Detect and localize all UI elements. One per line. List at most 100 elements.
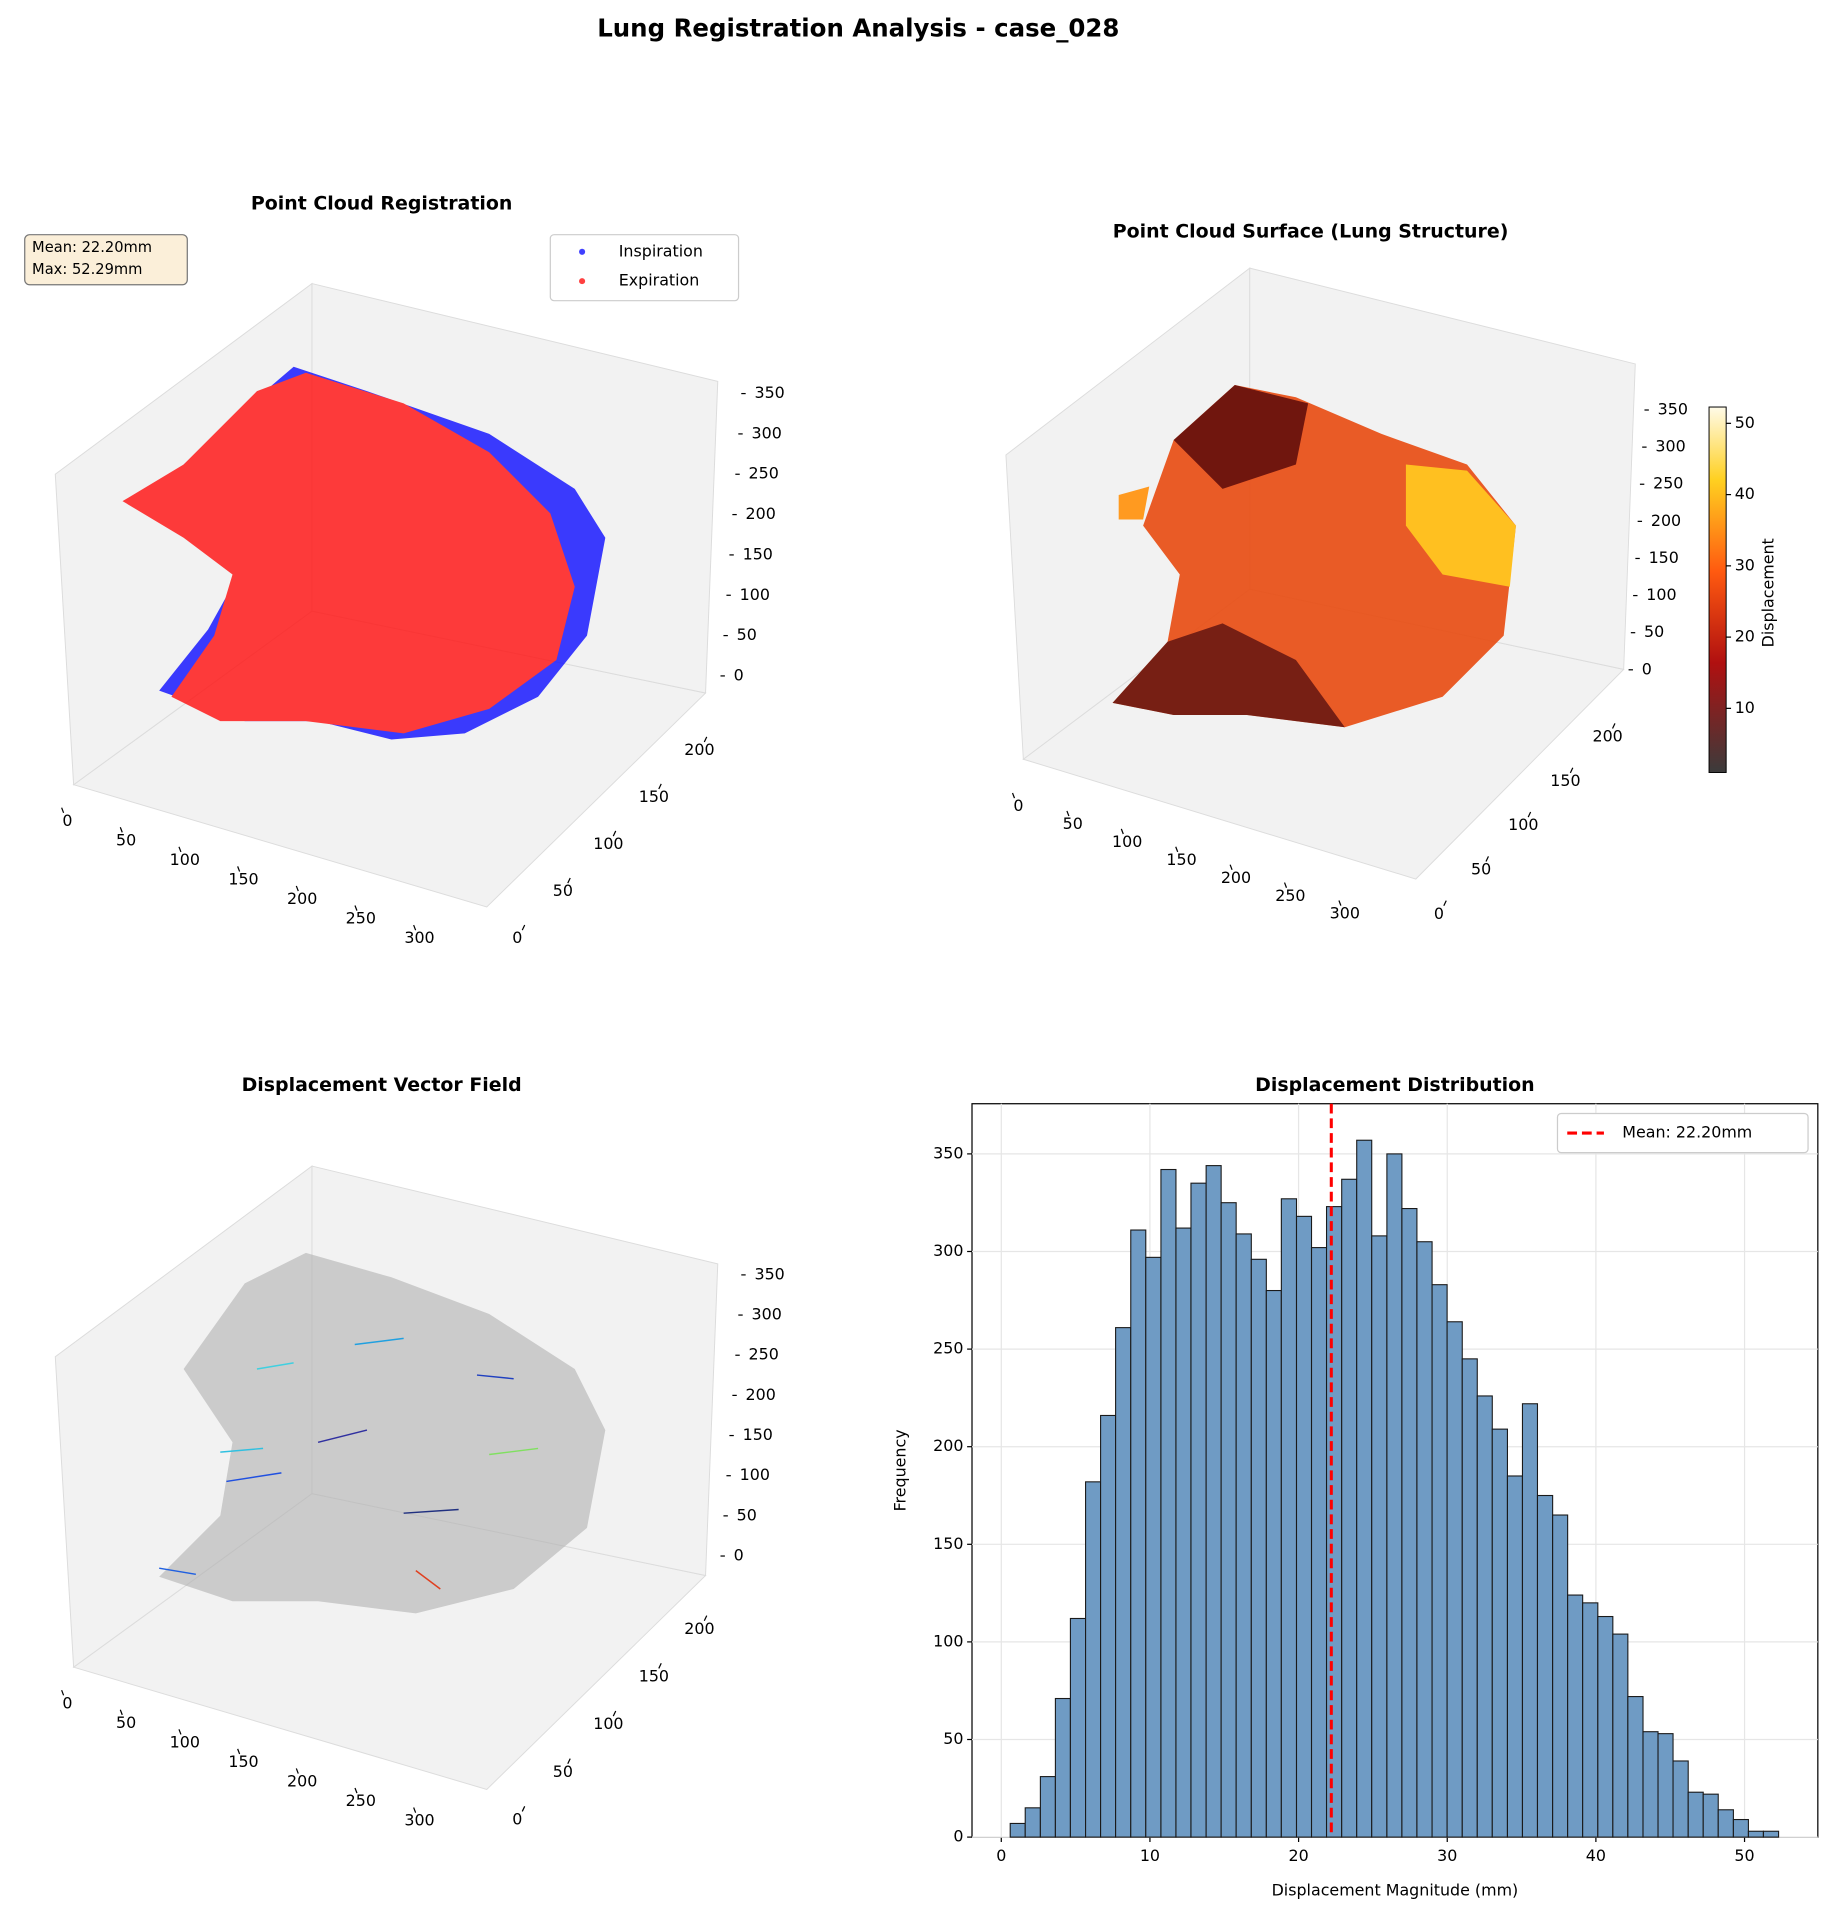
- bar: [1521, 1403, 1539, 1838]
- bar: [1597, 1615, 1614, 1838]
- bar: [1356, 1139, 1373, 1838]
- x-tick: [178, 1729, 182, 1735]
- y-tick-label: 50: [553, 881, 573, 900]
- y-tick: [703, 736, 708, 743]
- y-tick-label: 0: [512, 928, 522, 947]
- y-tick: [1485, 856, 1489, 862]
- bar: [1672, 1760, 1689, 1838]
- bar: [1717, 1809, 1734, 1838]
- y-tick: [1527, 811, 1532, 818]
- z-tick-label: 150: [743, 544, 773, 563]
- bar: [1552, 1514, 1569, 1838]
- bar: [1265, 1289, 1282, 1838]
- legend: [1556, 1112, 1809, 1154]
- colorbar-tick-label: 40: [1735, 484, 1755, 503]
- point-cloud: [159, 1252, 606, 1614]
- x-tick-label: 200: [287, 1772, 317, 1791]
- y-tick: [612, 830, 617, 837]
- y-tick-label: 150: [1550, 771, 1580, 790]
- y-tick-label: 150: [933, 1534, 963, 1553]
- figure-title: Lung Registration Analysis - case_028: [597, 13, 1119, 42]
- bar: [1612, 1633, 1629, 1838]
- bar: [1190, 1182, 1207, 1838]
- bar: [1582, 1602, 1599, 1838]
- colorbar: [1708, 406, 1727, 773]
- x-tick-label: 200: [1221, 868, 1251, 887]
- x-tick-label: 50: [116, 830, 136, 849]
- x-tick: [237, 1748, 241, 1755]
- colorbar-tick-label: 50: [1735, 413, 1755, 432]
- x-tick-label: 150: [228, 1752, 258, 1771]
- bar: [1024, 1807, 1041, 1838]
- bar: [1115, 1327, 1132, 1838]
- bar: [1732, 1818, 1749, 1838]
- x-tick-label: 30: [1437, 1846, 1457, 1865]
- bar: [1371, 1235, 1388, 1838]
- bar: [1536, 1494, 1554, 1838]
- z-tick-label: 50: [737, 1505, 757, 1524]
- z-tick-label: 150: [1649, 548, 1679, 567]
- x-tick-label: 250: [346, 909, 376, 928]
- z-tick-label: 200: [746, 1385, 776, 1404]
- y-tick-label: 100: [1508, 815, 1538, 834]
- z-tick-label: 0: [1642, 659, 1652, 678]
- x-tick-label: 100: [1112, 832, 1142, 851]
- bar: [1567, 1594, 1584, 1838]
- x-tick-label: 0: [996, 1846, 1006, 1865]
- x-tick: [178, 846, 182, 853]
- y-tick: [703, 1615, 708, 1622]
- x-tick-label: 0: [62, 1693, 72, 1712]
- bar: [1702, 1793, 1719, 1838]
- y-tick: [1443, 900, 1447, 907]
- y-tick-label: 0: [1434, 904, 1444, 923]
- bar: [1747, 1830, 1764, 1838]
- x-tick: [1338, 900, 1342, 906]
- y-tick: [521, 924, 526, 931]
- bar: [1205, 1165, 1222, 1838]
- x-tick-label: 50: [116, 1713, 136, 1732]
- x-tick: [354, 905, 358, 911]
- y-tick: [658, 783, 662, 790]
- bar: [1325, 1206, 1343, 1838]
- annotation: Mean: 22.20mm: [32, 239, 152, 256]
- bar: [1009, 1822, 1026, 1838]
- x-tick: [1283, 882, 1288, 888]
- z-tick-label: 50: [737, 625, 757, 644]
- chart-title: Displacement Distribution: [1255, 1074, 1535, 1096]
- y-tick: [567, 877, 571, 884]
- x-tick-label: 20: [1288, 1846, 1308, 1865]
- y-tick-label: 350: [933, 1143, 963, 1162]
- chart-title: Point Cloud Surface (Lung Structure): [1113, 221, 1509, 243]
- x-tick: [61, 1689, 65, 1696]
- y-tick-label: 150: [639, 787, 669, 806]
- y-tick-label: 0: [512, 1809, 522, 1828]
- x-tick-label: 40: [1586, 1846, 1606, 1865]
- y-tick-label: 150: [639, 1666, 669, 1685]
- bar: [1506, 1475, 1524, 1838]
- legend-label: Mean: 22.20mm: [1622, 1123, 1752, 1142]
- bar: [1687, 1791, 1704, 1838]
- x-tick: [413, 1807, 417, 1813]
- legend-marker: [579, 278, 586, 285]
- y-tick-label: 50: [943, 1729, 963, 1748]
- legend: [549, 234, 740, 302]
- x-tick: [354, 1787, 358, 1794]
- x-tick: [1229, 864, 1233, 871]
- colorbar-tick-label: 20: [1735, 627, 1755, 646]
- x-axis-label: Displacement Magnitude (mm): [1272, 1880, 1519, 1899]
- bar: [1762, 1830, 1780, 1838]
- bar: [1160, 1168, 1177, 1838]
- bar: [1175, 1227, 1192, 1838]
- z-tick-label: 200: [1651, 511, 1681, 530]
- x-tick: [413, 924, 417, 931]
- y-tick-label: 300: [933, 1241, 963, 1260]
- x-tick: [1066, 810, 1070, 817]
- y-tick-label: 100: [593, 1714, 623, 1733]
- bar: [1100, 1414, 1117, 1838]
- colorbar-tick-label: 30: [1735, 555, 1755, 574]
- point-cloud: [122, 366, 606, 740]
- z-tick-label: 50: [1644, 622, 1664, 641]
- z-tick-label: 250: [749, 1345, 779, 1364]
- z-tick-label: 350: [754, 1264, 784, 1283]
